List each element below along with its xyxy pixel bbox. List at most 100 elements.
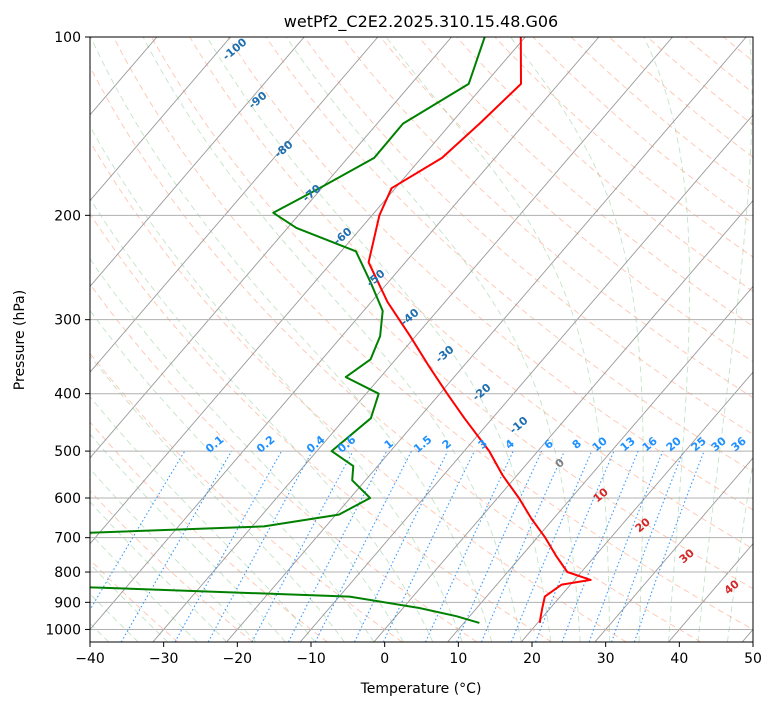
dry-adiabat — [90, 283, 478, 642]
y-tick-label: 300 — [54, 313, 81, 329]
plot-frame — [89, 36, 754, 643]
x-tick-label: 20 — [523, 651, 541, 667]
dry-adiabat — [151, 37, 753, 590]
y-tick-label: 100 — [54, 30, 81, 46]
isotherm — [299, 114, 753, 642]
mixing-ratio-line — [611, 450, 684, 642]
mixing-ratio-label: 8 — [570, 437, 584, 452]
mixing-ratio-line — [251, 450, 354, 642]
isotherm — [226, 37, 747, 642]
mixing-ratio-line — [561, 450, 639, 642]
mixing-ratio-line — [534, 450, 615, 642]
moist-adiabat — [90, 501, 227, 642]
mixing-ratio-line — [314, 450, 412, 642]
dewpoint-line — [90, 37, 486, 624]
x-axis: −40 −30 −20 −10 0 10 20 30 40 50 — [75, 642, 762, 667]
dry-adiabat — [113, 37, 753, 630]
x-tick-label: −30 — [149, 651, 179, 667]
dry-adiabat — [90, 421, 328, 642]
moist-adiabat — [142, 37, 522, 642]
dry-adiabat — [90, 352, 403, 642]
isotherm — [90, 37, 526, 545]
dry-adiabat — [265, 37, 753, 473]
x-tick-label: −40 — [75, 651, 105, 667]
dry-adiabat — [90, 140, 627, 642]
plot-grid — [0, 37, 775, 642]
moist-adiabat — [90, 532, 198, 642]
y-tick-label: 500 — [54, 444, 81, 460]
moist-adiabat-label: 30 — [677, 546, 697, 566]
isotherm — [90, 37, 305, 288]
mixing-ratio-label: 1 — [382, 437, 396, 452]
dry-adiabat-label: -40 — [398, 306, 422, 329]
mixing-ratio-label: 0.6 — [335, 433, 359, 456]
dry-adiabat-label: -100 — [220, 35, 250, 63]
moist-adiabat — [727, 460, 753, 642]
mixing-ratio-line — [382, 450, 475, 642]
mixing-ratio-label: 2 — [440, 437, 454, 452]
dry-adiabat — [723, 37, 753, 62]
moist-adiabat — [90, 395, 316, 642]
moist-adiabat — [90, 257, 404, 642]
dry-adiabat-label: -70 — [300, 182, 324, 205]
isotherm — [90, 37, 231, 202]
dry-adiabat — [90, 212, 552, 642]
moist-adiabat — [90, 355, 345, 642]
moist-adiabat — [697, 37, 753, 642]
mixing-ratio-line — [480, 450, 565, 642]
moist-adiabat — [90, 309, 375, 642]
moist-adiabat — [90, 433, 286, 642]
mixing-ratio-line — [354, 450, 449, 642]
isotherm — [90, 37, 452, 459]
x-tick-label: 30 — [597, 651, 615, 667]
moist-adiabat — [90, 197, 434, 642]
mixing-ratio-label: 0.4 — [304, 433, 328, 456]
y-tick-label: 700 — [54, 531, 81, 547]
y-tick-label: 900 — [54, 595, 81, 611]
dry-adiabat — [456, 37, 753, 292]
dry-adiabat — [532, 37, 753, 224]
moist-adiabat — [643, 37, 690, 642]
mixing-ratio-line — [207, 450, 313, 642]
dry-adiabat — [227, 37, 753, 511]
chart-title: wetPf2_C2E2.2025.310.15.48.G06 — [284, 12, 558, 32]
dry-adiabat — [90, 490, 254, 642]
x-tick-label: 10 — [449, 651, 467, 667]
dry-adiabat — [189, 37, 753, 550]
y-tick-label: 400 — [54, 387, 81, 403]
dry-adiabat-label: -30 — [433, 343, 457, 366]
x-tick-label: 40 — [670, 651, 688, 667]
dry-adiabat — [380, 37, 753, 363]
zero-label: 0 — [553, 456, 567, 471]
isotherm — [90, 37, 379, 373]
dry-adiabat-label: -10 — [507, 414, 531, 437]
dry-adiabat — [685, 37, 753, 94]
y-tick-label: 1000 — [45, 622, 81, 638]
mixing-ratio-line — [288, 450, 388, 642]
moist-adiabat — [385, 37, 611, 642]
mixing-ratio-label: 0.2 — [254, 433, 277, 455]
x-axis-label: Temperature (°C) — [360, 681, 482, 697]
x-tick-label: −20 — [223, 651, 253, 667]
mixing-ratio-label: 0.1 — [203, 433, 226, 455]
x-tick-label: 0 — [380, 651, 389, 667]
dry-adiabat-label: -20 — [470, 381, 494, 404]
isotherm — [0, 37, 10, 642]
moist-adiabat — [90, 37, 493, 642]
isotherm — [90, 37, 600, 631]
mixing-ratio-label: 1.5 — [411, 433, 434, 455]
isotherm — [447, 285, 753, 642]
mixing-ratio-line — [588, 450, 664, 642]
temperature-line — [367, 37, 592, 624]
dry-adiabat — [90, 65, 702, 642]
isotherm — [594, 457, 753, 642]
dry-adiabat — [762, 37, 775, 642]
dry-adiabat — [341, 37, 753, 399]
x-tick-label: −10 — [296, 651, 326, 667]
y-tick-label: 800 — [54, 565, 81, 581]
isotherm — [741, 628, 753, 642]
y-tick-label: 600 — [54, 491, 81, 507]
y-axis-label: Pressure (hPa) — [12, 290, 28, 390]
x-tick-label: 50 — [744, 651, 762, 667]
dry-adiabat — [90, 559, 179, 642]
